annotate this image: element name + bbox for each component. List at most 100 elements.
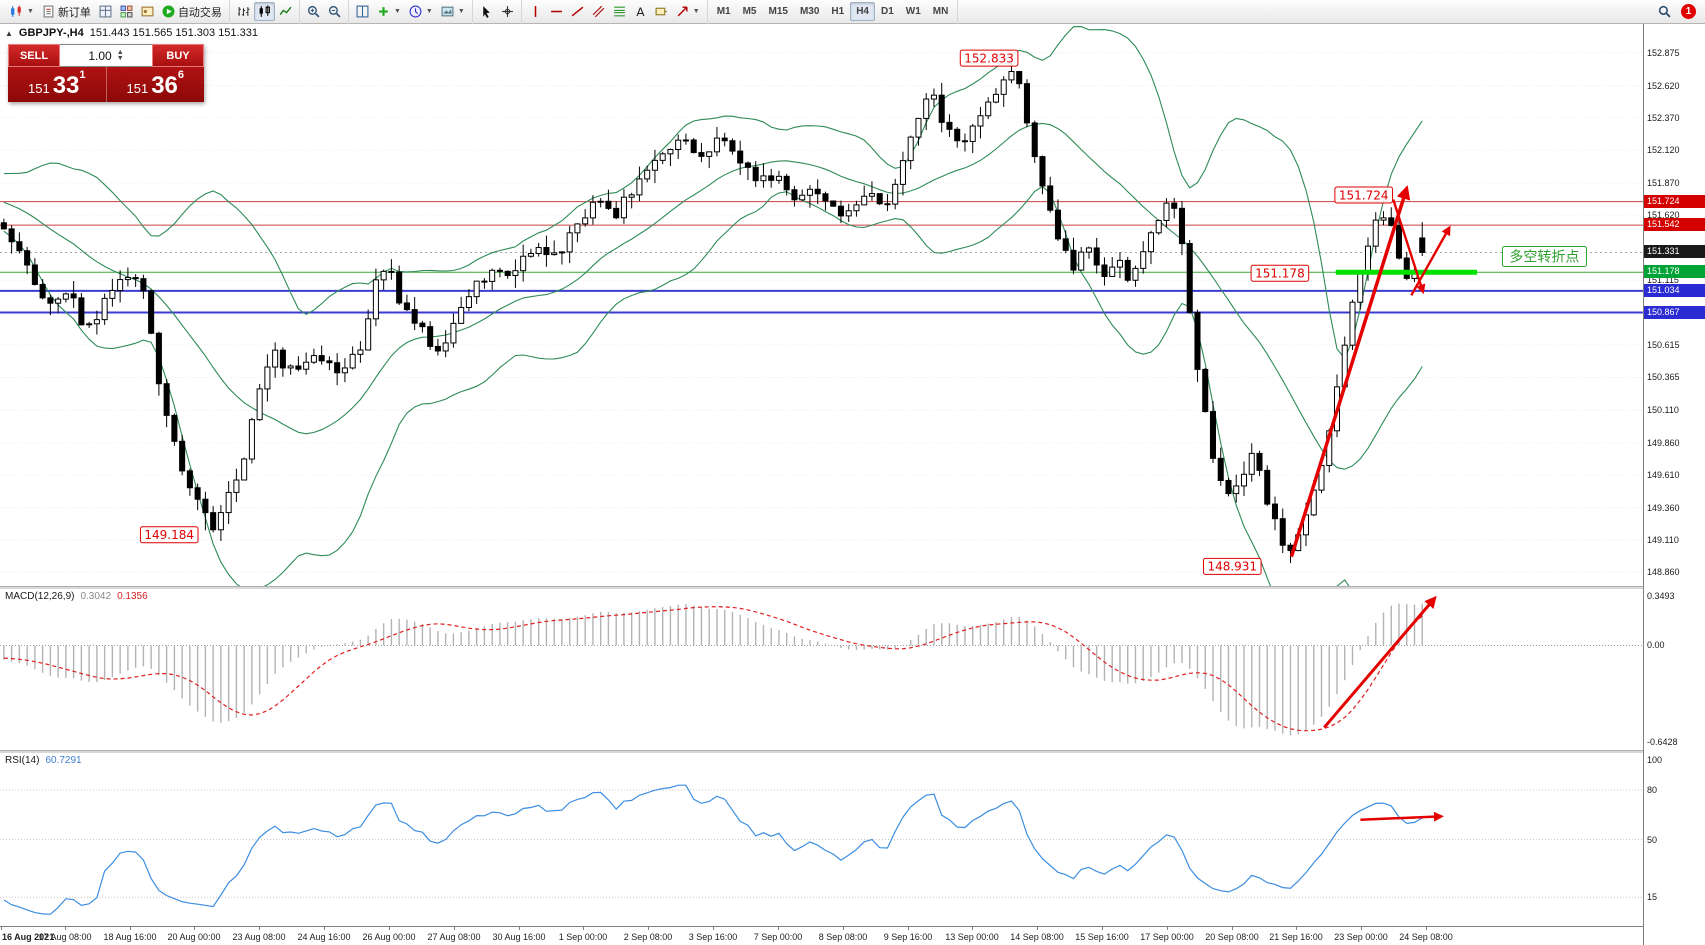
volume-down-arrow[interactable]: ▼ xyxy=(116,54,124,62)
macd-axis-label: 0.3493 xyxy=(1647,591,1675,601)
buy-button[interactable]: BUY xyxy=(152,44,204,67)
toolbar-right-group: 1 xyxy=(1651,0,1702,24)
hline-icon xyxy=(550,5,563,18)
macd-axis-label: -0.6428 xyxy=(1647,737,1678,747)
timeframe-d1[interactable]: D1 xyxy=(881,6,894,17)
text-label-button[interactable] xyxy=(651,2,672,21)
time-axis-label: 18 Aug 16:00 xyxy=(103,932,157,942)
templates-button[interactable]: ▼ xyxy=(437,2,469,21)
timeframe-mn[interactable]: MN xyxy=(932,6,949,17)
tile-windows-button[interactable] xyxy=(352,2,373,21)
sell-button[interactable]: SELL xyxy=(8,44,60,67)
candlestick-chart-button[interactable] xyxy=(253,2,275,21)
panel-separator[interactable] xyxy=(0,586,1643,589)
price-axis-label: 150.365 xyxy=(1647,372,1680,382)
auto-trading-button-label: 自动交易 xyxy=(177,6,222,19)
zoom-out-button[interactable] xyxy=(324,2,345,21)
time-axis-label: 7 Sep 00:00 xyxy=(753,932,803,942)
volume-stepper[interactable]: 1.00 ▲ ▼ xyxy=(60,44,152,67)
horizontal-line-button[interactable] xyxy=(546,2,567,21)
time-axis-label: 2 Sep 08:00 xyxy=(623,932,673,942)
time-tick xyxy=(1037,927,1038,930)
navigator-button[interactable] xyxy=(137,2,158,21)
svg-text:151.724: 151.724 xyxy=(1339,188,1389,202)
rsi-axis-label: 100 xyxy=(1647,755,1663,765)
line-chart-button[interactable] xyxy=(275,2,296,21)
timeframe-m1[interactable]: M1 xyxy=(716,6,731,17)
plus-icon xyxy=(377,5,390,18)
timeframe-h1[interactable]: H1 xyxy=(831,6,845,17)
toolbar-group: ▼ ▼ ▼ xyxy=(349,0,473,24)
notifications-badge[interactable]: 1 xyxy=(1681,4,1696,19)
one-click-trading-panel: SELL 1.00 ▲ ▼ BUY 151 3 xyxy=(8,44,204,102)
time-tick xyxy=(1232,927,1233,930)
timeframe-m5[interactable]: M5 xyxy=(742,6,757,17)
text-button[interactable]: A xyxy=(630,2,651,21)
arrows-button[interactable]: ▼ xyxy=(672,2,704,21)
rsi-panel[interactable]: RSI(14) 60.7291 xyxy=(0,753,1643,926)
timeframe-h4[interactable]: H4 xyxy=(850,2,875,21)
timeframe-w1[interactable]: W1 xyxy=(905,6,921,17)
chart-panels: 152.833 151.724 151.178 149.184 148.931 多空转折点… xyxy=(0,24,1643,945)
bar-chart-button[interactable] xyxy=(233,2,254,21)
macd-panel[interactable]: MACD(12,26,9) 0.3042 0.1356 xyxy=(0,589,1643,750)
zoomin-icon xyxy=(307,5,320,18)
main-chart[interactable]: 152.833 151.724 151.178 149.184 148.931 多空转折点… xyxy=(0,24,1643,586)
price-axis[interactable]: 152.875 152.620 152.370 152.120 151.870 151.6… xyxy=(1643,24,1705,945)
time-tick xyxy=(1,927,2,930)
crosshair-button[interactable] xyxy=(497,2,518,21)
time-tick xyxy=(259,927,260,930)
rsi-axis-label: 80 xyxy=(1647,785,1658,795)
time-tick xyxy=(1426,927,1427,930)
time-axis-label: 24 Sep 08:00 xyxy=(1399,932,1453,942)
toolbar-group xyxy=(300,0,349,24)
price-axis-label: 149.610 xyxy=(1647,470,1680,480)
play-icon xyxy=(162,5,175,18)
fibonacci-button[interactable] xyxy=(609,2,630,21)
new-order-button[interactable]: 新订单 xyxy=(38,1,95,23)
timeframe-m30[interactable]: M30 xyxy=(799,6,820,17)
time-axis-label: 17 Aug 08:00 xyxy=(38,932,92,942)
time-axis-label: 24 Aug 16:00 xyxy=(297,932,351,942)
trendline-button[interactable] xyxy=(567,2,588,21)
search-button[interactable] xyxy=(1654,2,1675,21)
time-axis-label: 16 Aug 2021 xyxy=(2,932,55,942)
auto-trading-button[interactable]: 自动交易 xyxy=(158,1,226,23)
svg-text:149.184: 149.184 xyxy=(144,528,194,542)
equidistant-channel-button[interactable] xyxy=(588,2,609,21)
toolbar-group: A ▼ xyxy=(522,0,708,24)
tiles-icon xyxy=(356,5,369,18)
arrowdraw-icon xyxy=(676,5,689,18)
periods-button[interactable]: ▼ xyxy=(405,2,437,21)
new-chart-button[interactable]: ▼ xyxy=(6,2,38,21)
volume-up-arrow[interactable]: ▲ xyxy=(116,48,124,56)
time-tick xyxy=(1102,927,1103,930)
indicators-button[interactable]: ▼ xyxy=(373,2,405,21)
cursor-button[interactable] xyxy=(476,2,497,21)
svg-text:148.931: 148.931 xyxy=(1207,560,1257,574)
sell-price[interactable]: 151 33 1 xyxy=(8,67,107,102)
data-window-button[interactable] xyxy=(116,2,137,21)
zoom-in-button[interactable] xyxy=(303,2,324,21)
price-tag: 150.867 xyxy=(1644,306,1705,319)
line-icon xyxy=(279,5,292,18)
price-tag: 151.034 xyxy=(1644,284,1705,297)
image-icon xyxy=(441,5,454,18)
time-tick xyxy=(130,927,131,930)
time-axis-label: 15 Sep 16:00 xyxy=(1075,932,1129,942)
time-axis-label: 9 Sep 16:00 xyxy=(883,932,933,942)
market-watch-button[interactable] xyxy=(95,2,116,21)
crosshair-icon xyxy=(501,5,514,18)
panel-separator[interactable] xyxy=(0,750,1643,753)
grid-icon xyxy=(99,5,112,18)
price-axis-label: 151.115 xyxy=(1647,275,1679,285)
timeframe-m15[interactable]: M15 xyxy=(768,6,788,17)
price-axis-label: 152.120 xyxy=(1647,145,1680,155)
one-click-panel-toggle[interactable]: ▲ xyxy=(5,28,13,38)
chart-annotation xyxy=(1250,264,1310,282)
time-axis[interactable]: 16 Aug 2021 17 Aug 08:00 18 Aug 16:00 20 Au… xyxy=(0,926,1643,945)
time-axis-label: 23 Sep 00:00 xyxy=(1334,932,1388,942)
price-tag: 151.178 xyxy=(1644,265,1705,278)
vertical-line-button[interactable] xyxy=(525,2,546,21)
buy-price[interactable]: 151 36 6 xyxy=(126,69,185,99)
